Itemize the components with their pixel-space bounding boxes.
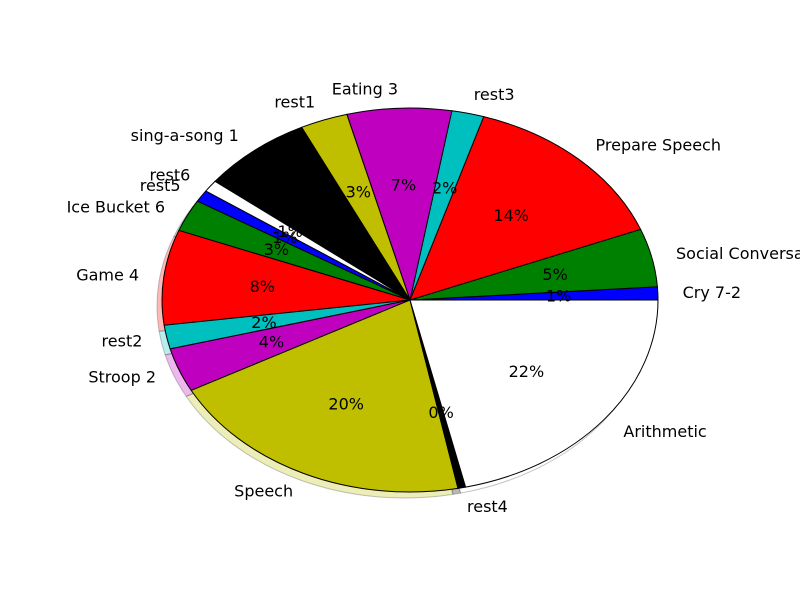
- slice-eating-3: [346, 107, 453, 302]
- percent-label-sing-a-song-1: 7%: [304, 201, 329, 220]
- slice-label-rest4: rest4: [467, 497, 508, 516]
- percent-label-game-4: 8%: [250, 277, 275, 296]
- slice-label-social-conversation: Social Conversation: [676, 244, 800, 263]
- percent-label-cry-7-2: 1%: [546, 287, 571, 306]
- slice-label-rest3: rest3: [474, 85, 515, 104]
- percent-label-ice-bucket-6: 3%: [264, 240, 289, 259]
- percent-label-rest6: 1%: [278, 222, 303, 241]
- percent-label-speech: 20%: [328, 395, 364, 414]
- percent-label-rest2: 2%: [251, 313, 276, 332]
- slice-speech: [190, 299, 459, 493]
- slice-label-eating-3: Eating 3: [332, 80, 398, 99]
- slice-prepare-speech: [409, 116, 642, 301]
- slice-label-rest1: rest1: [274, 93, 315, 112]
- slice-label-arithmetic: Arithmetic: [623, 422, 706, 441]
- slice-game-4: [161, 229, 411, 326]
- slice-label-rest5: rest5: [140, 176, 181, 195]
- percent-label-rest1: 3%: [346, 183, 371, 202]
- slice-sing-a-song-1: [214, 126, 411, 301]
- slice-label-speech: Speech: [234, 481, 293, 500]
- slice-label-rest2: rest2: [102, 331, 143, 350]
- percent-label-rest3: 2%: [432, 179, 457, 198]
- percent-labels: 1%5%14%2%7%3%7%1%1%3%8%2%4%20% 0%22%: [250, 175, 572, 422]
- pie-slices: [161, 107, 659, 493]
- slice-label-stroop-2: Stroop 2: [88, 368, 156, 387]
- percent-label-rest4: 0%: [428, 403, 453, 422]
- slice-label-game-4: Game 4: [76, 265, 139, 284]
- slice-label-rest6: rest6: [149, 165, 190, 184]
- slice-labels: Cry 7-2 Social Conversation Prepare Speech…: [67, 80, 800, 517]
- slice-label-sing-a-song-1: sing-a-song 1: [131, 126, 239, 145]
- percent-label-prepare-speech: 14%: [493, 206, 529, 225]
- slice-label-ice-bucket-6: Ice Bucket 6: [67, 198, 165, 217]
- slice-label-prepare-speech: Prepare Speech: [596, 136, 722, 155]
- percent-label-rest5: 1%: [272, 228, 297, 247]
- percent-label-arithmetic: 22%: [509, 362, 545, 381]
- percent-label-social-conversation: 5%: [542, 265, 567, 284]
- percent-label-eating-3: 7%: [391, 175, 416, 194]
- slice-arithmetic: [409, 299, 659, 488]
- slice-label-cry-7-2: Cry 7-2: [683, 283, 741, 302]
- percent-label-stroop-2: 4%: [259, 333, 284, 352]
